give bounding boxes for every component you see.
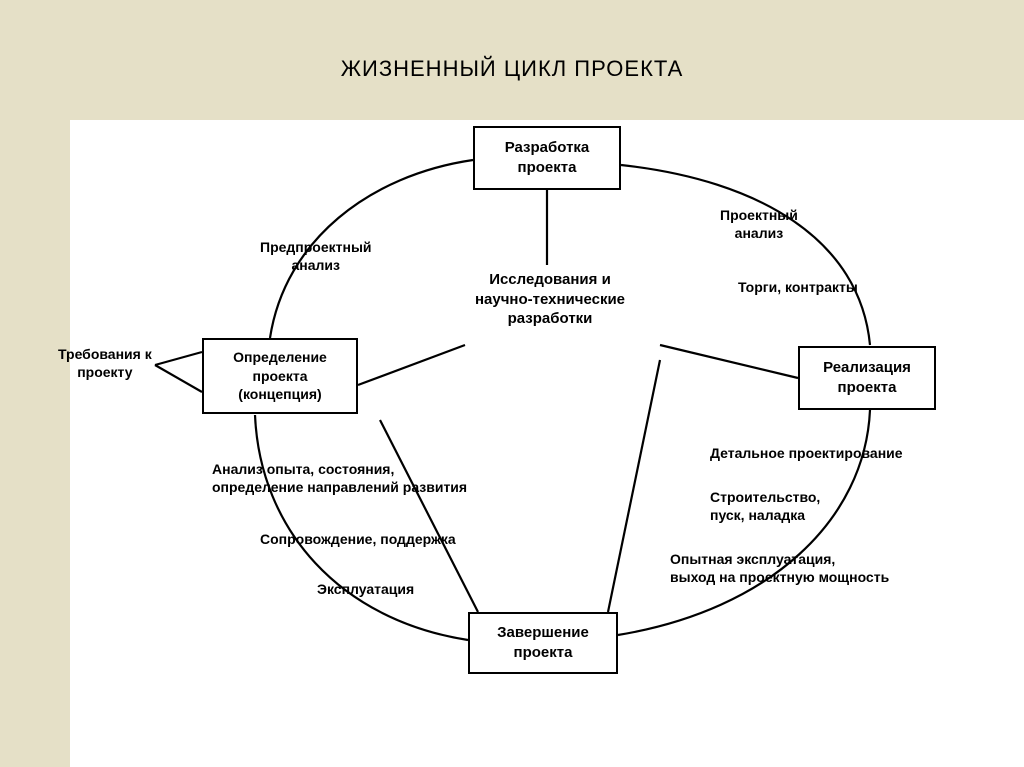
center-line2: научно-технические	[475, 291, 625, 308]
label-detail-design: Детальное проектирование	[710, 444, 903, 462]
side-bg	[0, 0, 70, 767]
node-develop: Разработка проекта	[473, 126, 621, 190]
label-an1: Анализ опыта, состояния,	[212, 461, 394, 477]
node-complete: Завершение проекта	[468, 612, 618, 674]
page-title: ЖИЗНЕННЫЙ ЦИКЛ ПРОЕКТА	[0, 56, 1024, 82]
label-preproj1: Предпроектный	[260, 239, 372, 255]
node-define-l1: Определение	[233, 348, 327, 367]
label-build2: пуск, наладка	[710, 507, 805, 523]
node-define: Определение проекта (концепция)	[202, 338, 358, 414]
label-req2: проекту	[77, 364, 132, 380]
label-pilot1: Опытная эксплуатация,	[670, 551, 835, 567]
label-preproj2: анализ	[292, 257, 341, 273]
label-pilot2: выход на проектную мощность	[670, 569, 889, 585]
node-realize: Реализация проекта	[798, 346, 936, 410]
label-build1: Строительство,	[710, 489, 820, 505]
node-realize-l2: проекта	[838, 378, 897, 398]
label-pilot: Опытная эксплуатация, выход на проектную…	[670, 550, 889, 586]
label-req1: Требования к	[58, 346, 152, 362]
node-complete-l1: Завершение	[497, 623, 589, 643]
node-complete-l2: проекта	[514, 643, 573, 663]
node-develop-l1: Разработка	[505, 138, 590, 158]
node-realize-l1: Реализация	[823, 358, 911, 378]
label-project-analysis: Проектный анализ	[720, 206, 798, 242]
center-line1: Исследования и	[489, 271, 611, 288]
node-develop-l2: проекта	[518, 158, 577, 178]
label-projanal1: Проектный	[720, 207, 798, 223]
node-define-l2: проекта	[253, 367, 308, 386]
center-line3: разработки	[508, 310, 593, 327]
diagram-canvas: Исследования и научно-технические разраб…	[70, 120, 1024, 767]
label-experience-analysis: Анализ опыта, состояния, определение нап…	[212, 460, 467, 496]
label-projanal2: анализ	[735, 225, 784, 241]
label-tenders: Торги, контракты	[738, 278, 858, 296]
center-label: Исследования и научно-технические разраб…	[430, 270, 670, 329]
node-define-l3: (концепция)	[238, 385, 321, 404]
label-an2: определение направлений развития	[212, 479, 467, 495]
label-build: Строительство, пуск, наладка	[710, 488, 820, 524]
label-preproject: Предпроектный анализ	[260, 238, 372, 274]
label-exploitation: Эксплуатация	[317, 580, 414, 598]
label-support: Сопровождение, поддержка	[260, 530, 456, 548]
label-requirements: Требования к проекту	[58, 345, 152, 381]
